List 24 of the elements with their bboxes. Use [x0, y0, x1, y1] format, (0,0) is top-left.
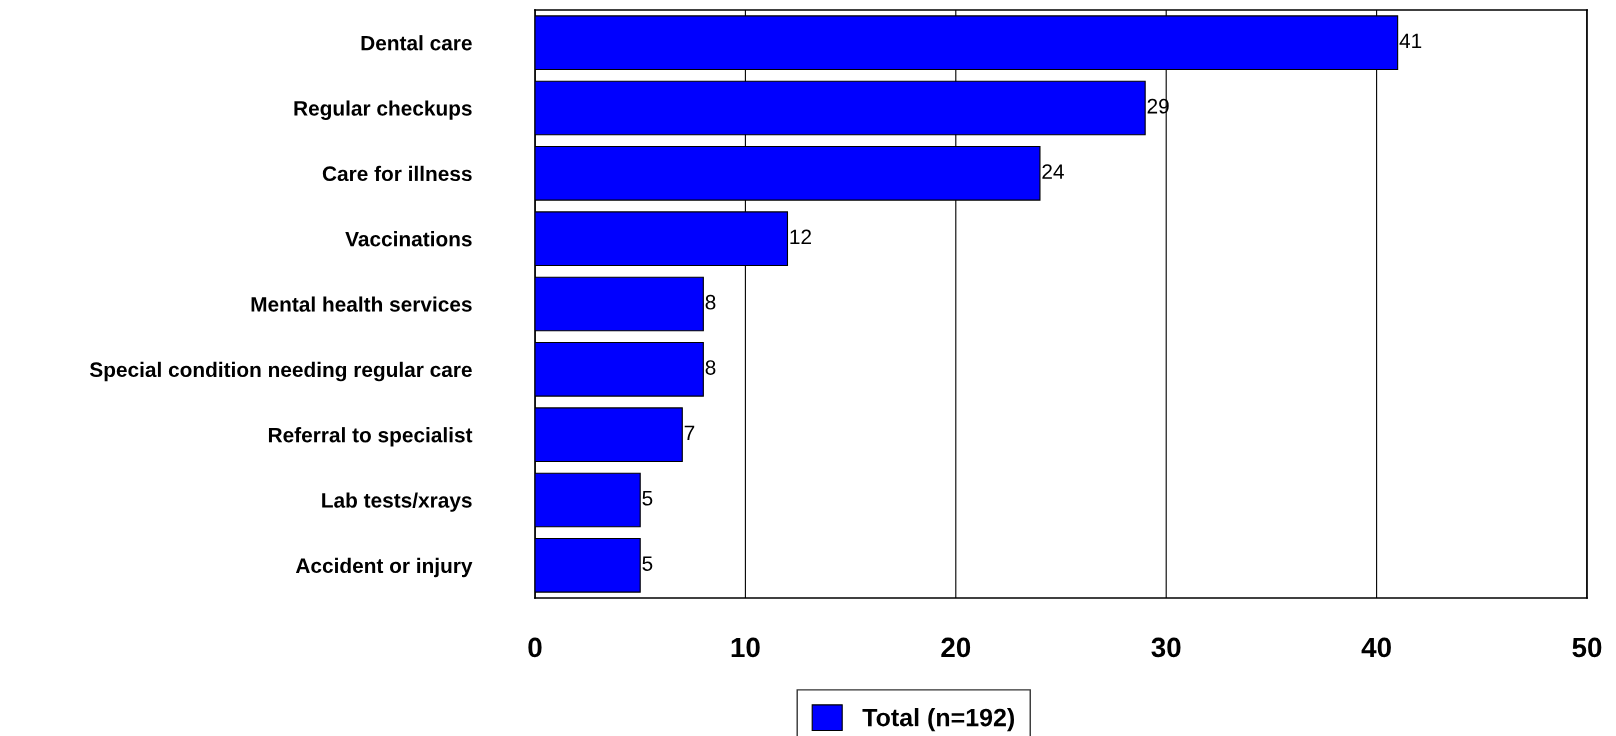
y-tick-label: Referral to specialist — [268, 427, 473, 447]
data-label: 5 — [642, 556, 653, 571]
y-tick-label: Vaccinations — [345, 231, 472, 247]
legend-label: Total (n=192) — [862, 708, 1015, 732]
y-tick-label: Lab tests/xrays — [322, 492, 472, 512]
y-tick-label: Mental health services — [251, 296, 472, 312]
x-tick-label: 30 — [1151, 637, 1181, 658]
x-tick-label: 0 — [528, 637, 542, 658]
y-tick-label: Dental care — [361, 35, 472, 51]
y-tick-label: Accident or injury — [295, 557, 473, 578]
y-tick-label: Regular checkups — [294, 100, 472, 120]
data-label: 24 — [1042, 164, 1064, 179]
y-tick-label: Special condition needing regular care — [89, 361, 472, 382]
x-tick-label: 40 — [1361, 637, 1391, 658]
data-label: 7 — [684, 425, 695, 441]
x-tick-label: 50 — [1572, 637, 1602, 658]
data-label: 8 — [705, 360, 716, 375]
data-label: 8 — [705, 294, 716, 310]
y-tick-label: Care for illness — [322, 165, 472, 182]
data-label: 41 — [1399, 33, 1422, 49]
x-tick-label: 20 — [941, 637, 971, 658]
data-label: 12 — [790, 229, 811, 245]
x-tick-label: 10 — [731, 637, 760, 658]
data-label: 5 — [642, 491, 653, 506]
